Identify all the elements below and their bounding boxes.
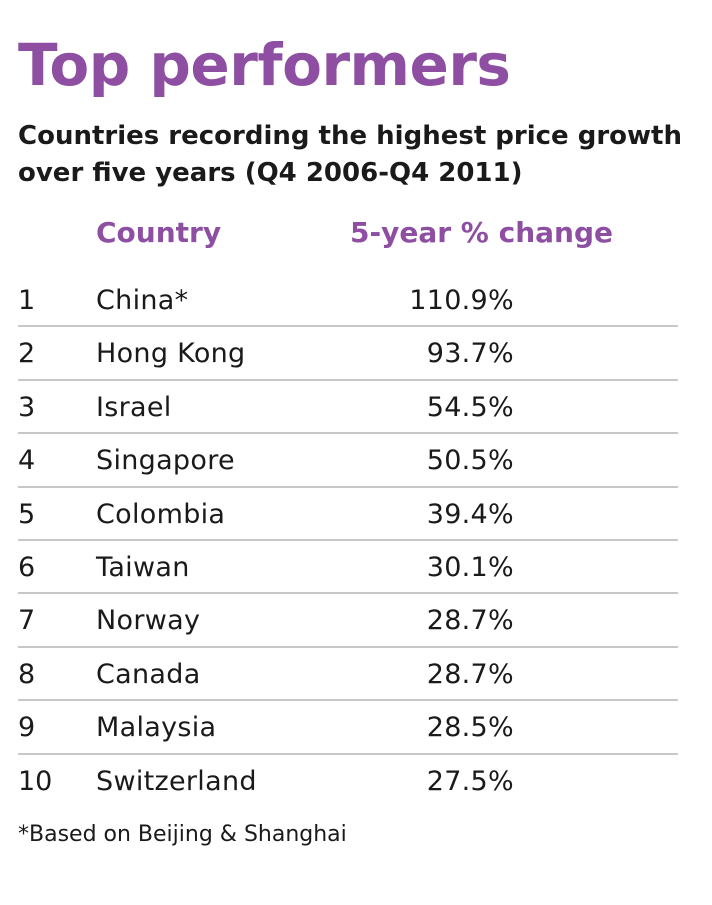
country-label: China* bbox=[96, 285, 189, 316]
table-row: 1 China* 110.9% bbox=[0, 274, 712, 328]
rank-label: 6 bbox=[18, 551, 36, 583]
country-label: Hong Kong bbox=[96, 338, 246, 370]
country-label: Canada bbox=[96, 658, 201, 690]
table-row: 5 Colombia 39.4% bbox=[0, 488, 712, 541]
row-divider bbox=[18, 699, 678, 702]
change-value: 28.7% bbox=[426, 658, 514, 690]
row-divider bbox=[18, 485, 678, 488]
table-row: 3 Israel 54.5% bbox=[0, 381, 712, 435]
change-value: 110.9% bbox=[409, 285, 514, 316]
row-divider bbox=[18, 645, 678, 648]
change-value: 28.7% bbox=[426, 605, 514, 637]
row-divider bbox=[18, 432, 678, 435]
rank-label: 2 bbox=[18, 338, 36, 370]
country-label: Malaysia bbox=[96, 712, 217, 744]
chart-title: Top performers bbox=[18, 31, 511, 99]
table-row: 4 Singapore 50.5% bbox=[0, 434, 712, 488]
row-divider bbox=[18, 752, 678, 755]
country-label: Taiwan bbox=[96, 551, 190, 583]
rank-label: 4 bbox=[18, 445, 36, 477]
change-value: 54.5% bbox=[426, 391, 514, 423]
column-header-country: Country bbox=[96, 216, 222, 249]
table-row: 10 Switzerland 27.5% bbox=[0, 755, 712, 808]
rank-label: 5 bbox=[18, 498, 36, 530]
row-divider bbox=[18, 592, 678, 595]
change-value: 39.4% bbox=[426, 498, 514, 530]
table-row: 8 Canada 28.7% bbox=[0, 648, 712, 702]
rank-label: 9 bbox=[18, 712, 36, 744]
table-row: 6 Taiwan 30.1% bbox=[0, 541, 712, 595]
row-divider bbox=[18, 538, 678, 541]
change-value: 27.5% bbox=[426, 765, 514, 797]
rank-label: 7 bbox=[18, 605, 36, 637]
row-divider bbox=[18, 378, 678, 381]
change-value: 28.5% bbox=[426, 712, 514, 744]
table-row: 2 Hong Kong 93.7% bbox=[0, 327, 712, 381]
table-body: 1 China* 110.9% 2 Hong Kong 93.7% 3 Israel 54.5%… bbox=[0, 274, 712, 808]
table-row: 9 Malaysia 28.5% bbox=[0, 701, 712, 755]
change-value: 93.7% bbox=[426, 338, 514, 370]
rank-label: 3 bbox=[18, 391, 36, 423]
footnote: *Based on Beijing & Shanghai bbox=[18, 822, 347, 847]
rank-label: 1 bbox=[18, 285, 36, 316]
change-value: 50.5% bbox=[426, 445, 514, 477]
table-header: Country 5-year % change bbox=[0, 216, 712, 256]
table-row: 7 Norway 28.7% bbox=[0, 594, 712, 648]
column-header-change: 5-year % change bbox=[350, 216, 613, 249]
country-label: Israel bbox=[96, 391, 172, 423]
country-label: Singapore bbox=[96, 445, 235, 477]
country-label: Norway bbox=[96, 605, 201, 637]
country-label: Switzerland bbox=[96, 765, 257, 797]
change-value: 30.1% bbox=[426, 551, 514, 583]
chart-subtitle: Countries recording the highest price gr… bbox=[18, 121, 682, 188]
rank-label: 8 bbox=[18, 658, 36, 690]
country-label: Colombia bbox=[96, 498, 226, 530]
row-divider bbox=[18, 325, 678, 328]
rank-label: 10 bbox=[18, 765, 53, 797]
